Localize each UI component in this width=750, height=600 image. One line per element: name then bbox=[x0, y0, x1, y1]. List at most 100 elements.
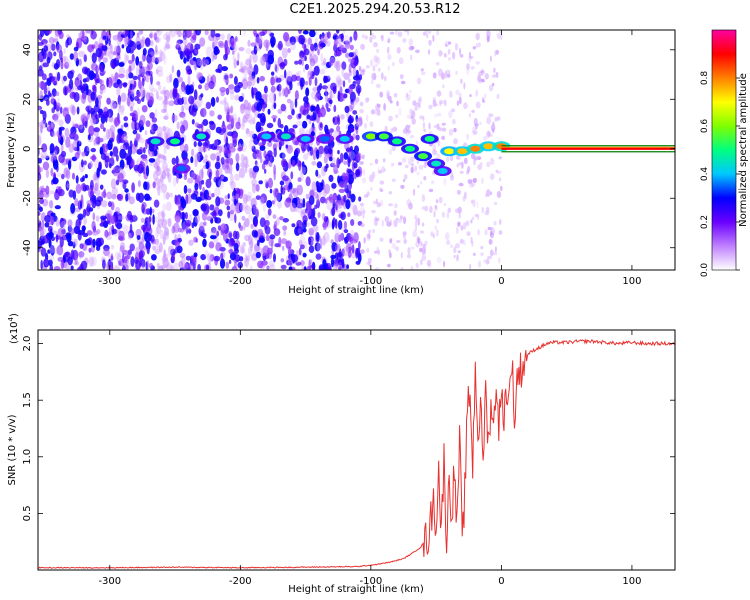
spectral-point bbox=[86, 230, 93, 236]
spectral-point bbox=[326, 40, 331, 47]
spectral-feature bbox=[470, 145, 481, 152]
spectral-point bbox=[377, 103, 381, 108]
spectral-point bbox=[297, 177, 302, 183]
spectral-point bbox=[441, 122, 446, 126]
spectral-point bbox=[116, 45, 121, 56]
spectral-point bbox=[254, 36, 262, 46]
spectral-point bbox=[420, 181, 423, 185]
spectral-point bbox=[402, 231, 407, 236]
spectral-point bbox=[403, 174, 408, 180]
spectral-point bbox=[266, 265, 270, 270]
spectral-point bbox=[48, 36, 55, 45]
spectral-point bbox=[364, 35, 368, 40]
spectral-point bbox=[218, 43, 225, 49]
spectral-point bbox=[233, 58, 237, 69]
spectral-point bbox=[226, 205, 231, 211]
spectral-point bbox=[161, 218, 167, 229]
spectral-point bbox=[135, 251, 140, 262]
spectral-point bbox=[187, 188, 192, 194]
spectral-point bbox=[45, 122, 48, 128]
spectral-point bbox=[493, 201, 498, 206]
spectral-point bbox=[202, 119, 209, 126]
spectral-point bbox=[239, 244, 245, 254]
spectral-point bbox=[485, 193, 488, 198]
spectral-point bbox=[74, 255, 78, 265]
spectral-point bbox=[135, 228, 142, 238]
spectral-point bbox=[215, 169, 220, 180]
spectral-point bbox=[108, 163, 112, 169]
spectral-point bbox=[252, 183, 256, 194]
spectral-point bbox=[39, 109, 44, 115]
spectral-point bbox=[408, 89, 412, 94]
spectral-point bbox=[283, 140, 290, 145]
spectral-point bbox=[71, 121, 76, 127]
spectral-point bbox=[138, 60, 143, 69]
spectral-point bbox=[74, 198, 79, 207]
spectral-point bbox=[249, 55, 252, 64]
spectral-point bbox=[148, 216, 152, 223]
spectral-point bbox=[48, 239, 52, 249]
spectral-point bbox=[97, 78, 101, 83]
spectral-point bbox=[369, 36, 373, 43]
spectral-point bbox=[249, 245, 254, 252]
spectral-point bbox=[186, 42, 194, 52]
spectral-point bbox=[277, 108, 283, 114]
spectral-point bbox=[194, 122, 200, 128]
spectral-point bbox=[336, 125, 341, 132]
spectral-point bbox=[250, 265, 253, 270]
spectral-point bbox=[448, 57, 451, 61]
spectral-point bbox=[267, 54, 275, 65]
spectral-feature bbox=[418, 153, 429, 160]
spectral-point bbox=[470, 219, 473, 224]
spectral-point bbox=[73, 86, 79, 91]
spectral-point bbox=[249, 130, 255, 138]
spectral-point bbox=[132, 129, 138, 135]
spectral-point bbox=[374, 107, 378, 116]
spectral-point bbox=[196, 71, 203, 81]
spectral-point bbox=[359, 101, 364, 107]
spectral-point bbox=[162, 258, 169, 268]
spectral-point bbox=[365, 65, 370, 69]
spectral-point bbox=[248, 139, 255, 150]
spectral-point bbox=[435, 61, 440, 66]
spectral-point bbox=[251, 104, 257, 113]
spectral-point bbox=[234, 198, 238, 205]
spectral-point bbox=[107, 79, 111, 85]
spectral-point bbox=[376, 56, 381, 65]
spectral-point bbox=[447, 41, 452, 45]
spectral-point bbox=[298, 34, 306, 45]
y-tick-label: 0.5 bbox=[22, 505, 33, 521]
spectral-point bbox=[253, 64, 259, 75]
spectral-point bbox=[200, 108, 207, 118]
spectral-point bbox=[319, 107, 326, 118]
spectral-point bbox=[401, 80, 406, 85]
spectral-point bbox=[56, 71, 61, 82]
spectral-point bbox=[176, 121, 180, 130]
spectral-point bbox=[414, 227, 418, 232]
spectral-point bbox=[349, 229, 355, 238]
spectral-point bbox=[197, 141, 203, 147]
spectral-point bbox=[132, 110, 138, 121]
spectral-point bbox=[410, 156, 415, 162]
spectral-point bbox=[395, 246, 399, 252]
spectral-point bbox=[81, 159, 84, 168]
spectral-point bbox=[328, 147, 333, 154]
spectrogram-frame bbox=[37, 29, 676, 271]
carrier-line bbox=[501, 145, 675, 153]
spectral-point bbox=[356, 210, 363, 217]
spectral-point bbox=[343, 152, 349, 160]
spectral-point bbox=[194, 101, 201, 109]
spectral-point bbox=[493, 251, 498, 256]
spectral-point bbox=[119, 105, 125, 116]
spectral-point bbox=[224, 199, 231, 206]
spectral-point bbox=[228, 259, 232, 264]
spectral-point bbox=[335, 74, 342, 83]
spectral-point bbox=[261, 247, 267, 257]
spectral-point bbox=[111, 60, 116, 70]
spectral-point bbox=[410, 265, 414, 270]
spectral-point bbox=[232, 55, 236, 61]
spectral-point bbox=[98, 55, 101, 63]
spectral-point bbox=[245, 113, 253, 123]
spectral-point bbox=[240, 105, 245, 114]
spectral-point bbox=[117, 194, 124, 202]
